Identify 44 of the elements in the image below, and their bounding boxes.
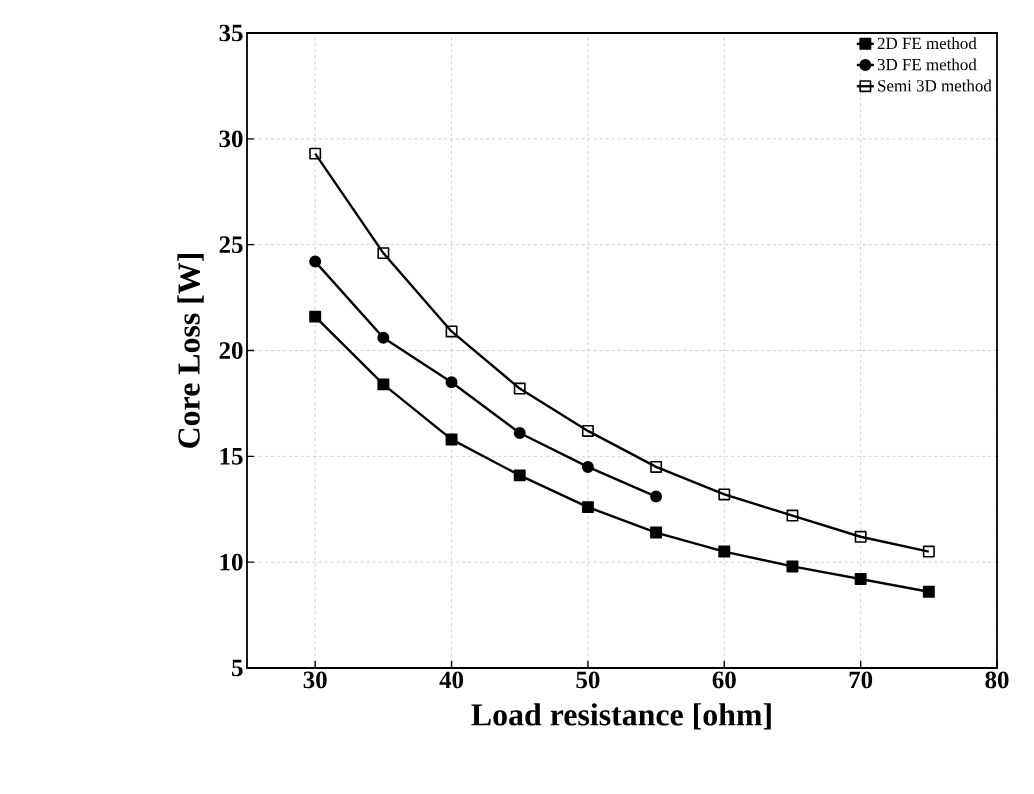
- point: [650, 526, 663, 539]
- legend-label: 3D FE method: [877, 58, 977, 71]
- point: [718, 488, 731, 501]
- point: [445, 433, 458, 446]
- point: [786, 560, 799, 573]
- y-tick-label: 10: [220, 553, 243, 571]
- y-tick-label: 20: [219, 342, 243, 359]
- point: [718, 545, 731, 558]
- y-tick-label: 30: [219, 130, 243, 148]
- point: [581, 460, 594, 473]
- x-tick-label: 50: [576, 671, 600, 689]
- y-tick-label: 25: [219, 236, 243, 254]
- point: [513, 469, 526, 482]
- point: [854, 530, 867, 543]
- point: [377, 247, 390, 260]
- point: [513, 427, 526, 440]
- y-tick-label: 15: [220, 447, 243, 465]
- x-tick-label: 30: [303, 671, 327, 689]
- point: [309, 255, 322, 268]
- point: [922, 545, 935, 558]
- point: [650, 490, 663, 503]
- y-tick-label: 5: [232, 659, 243, 677]
- x-tick-label: 60: [712, 671, 736, 689]
- point: [445, 376, 458, 389]
- legend-label: 2D FE method: [877, 37, 977, 50]
- y-tick-label: 35: [219, 24, 243, 42]
- point: [513, 382, 526, 395]
- point: [922, 585, 935, 598]
- point: [581, 424, 594, 437]
- x-tick-label: 70: [849, 671, 873, 689]
- point: [309, 310, 322, 323]
- legend-label: Semi 3D method: [878, 79, 992, 92]
- x-tick-label: 80: [985, 671, 1009, 689]
- point: [377, 331, 390, 344]
- point: [309, 147, 322, 160]
- x-axis-title: Load resistance [ohm]: [471, 703, 771, 730]
- point: [786, 509, 799, 522]
- point: [377, 378, 390, 391]
- y-axis-title: Core Loss [W]: [177, 254, 204, 448]
- x-tick-label: 40: [439, 671, 464, 689]
- point: [854, 573, 867, 586]
- point: [445, 325, 458, 338]
- point: [650, 460, 663, 473]
- point: [581, 501, 594, 514]
